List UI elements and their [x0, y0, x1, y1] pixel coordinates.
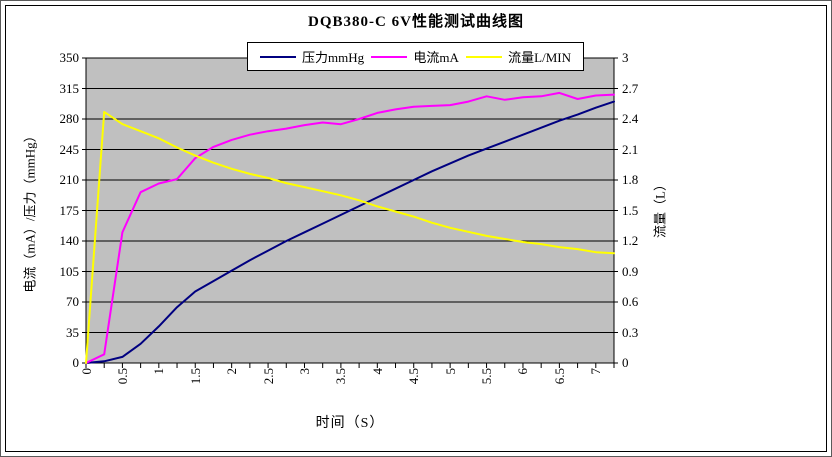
x-axis-tick-label: 6 [515, 368, 531, 375]
current-line-swatch [371, 55, 408, 58]
y-axis-right-tick-label: 1.8 [622, 172, 639, 187]
legend-label-flow: 流量L/MIN [508, 50, 571, 65]
series-line-pressure [85, 100, 615, 364]
y-axis-left-tick-label: 140 [59, 233, 80, 248]
x-axis-tick-label: 3.5 [333, 368, 349, 385]
y-axis-left-tick-label: 70 [66, 294, 79, 309]
x-axis-tick-label: 2.5 [260, 368, 276, 385]
y-axis-left-tick-label: 105 [59, 263, 80, 279]
y-axis-left-tick-label: 0 [72, 355, 80, 370]
y-axis-left-tick-label: 245 [59, 141, 80, 157]
flow-line-swatch [466, 55, 503, 58]
legend-item-current: 电流mA [371, 47, 459, 66]
y-axis-right-tick-label: 1.5 [622, 202, 639, 218]
y-axis-left-tick-label: 210 [59, 172, 80, 187]
y-axis-left-tick-label: 280 [59, 111, 80, 126]
y-axis-right-tick-label: 1.2 [622, 233, 639, 248]
y-axis-left-tick-label: 350 [59, 50, 80, 65]
x-axis-tick-label: 4 [369, 368, 385, 375]
y-axis-left-tick-label: 175 [59, 202, 80, 218]
x-axis-tick-label: 5.5 [479, 368, 495, 385]
y-axis-right-tick-label: 2.4 [622, 111, 639, 126]
legend-item-pressure: 压力mmHg [260, 47, 364, 66]
x-axis-tick-label: 6.5 [551, 368, 567, 385]
x-axis-tick-label: 0.5 [114, 368, 130, 385]
series-line-current [85, 91, 615, 364]
series-line-flow [85, 110, 615, 364]
y-axis-right-tick-label: 3 [622, 50, 629, 65]
x-axis-tick-label: 2 [224, 368, 240, 375]
pressure-line-swatch [260, 55, 296, 58]
legend-label-current: 电流mA [413, 50, 459, 65]
x-axis-tick-label: 4.5 [406, 368, 422, 385]
y-axis-right-tick-label: 0.6 [622, 294, 639, 309]
chart-title: DQB380-C 6V性能测试曲线图 [308, 14, 524, 30]
x-axis-tick-label: 5 [442, 368, 458, 375]
y-axis-left-tick-label: 315 [59, 80, 80, 96]
x-axis-tick-label: 1.5 [187, 368, 203, 385]
y-axis-right-tick-label: 2.1 [622, 141, 639, 157]
y-axis-right-tick-label: 2.7 [622, 80, 639, 96]
x-axis-tick-label: 0 [78, 368, 94, 375]
x-axis-title: 时间（S） [315, 416, 385, 431]
x-axis-tick-label: 3 [296, 368, 312, 375]
legend: 压力mmHg 电流mA 流量L/MIN [247, 42, 584, 71]
y-axis-left-tick-label: 35 [66, 324, 79, 340]
legend-label-pressure: 压力mmHg [302, 50, 365, 65]
y-axis-right-tick-label: 0.3 [622, 324, 639, 340]
x-axis-tick-label: 1 [151, 368, 167, 375]
y-axis-right-tick-label: 0.9 [622, 263, 639, 279]
x-axis-tick-label: 7 [588, 368, 604, 375]
y-axis-right-tick-label: 0 [622, 355, 629, 370]
legend-item-flow: 流量L/MIN [466, 47, 571, 66]
